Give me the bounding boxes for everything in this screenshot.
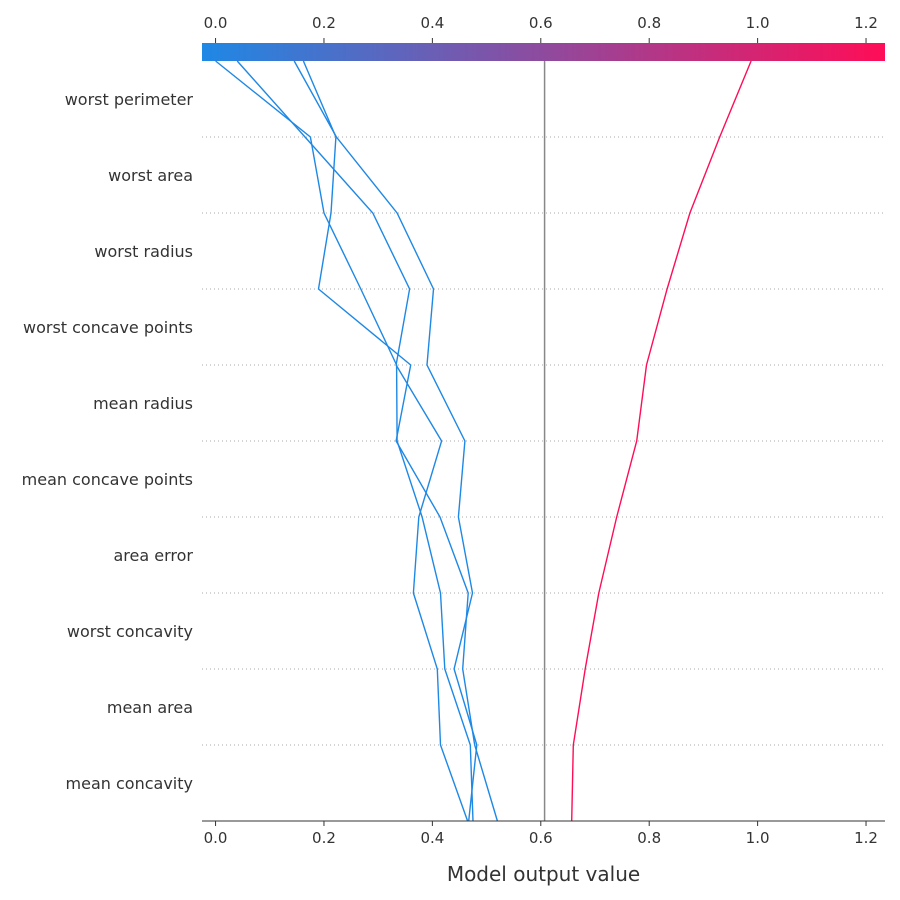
- top-tick-label: 0.0: [204, 14, 228, 32]
- feature-label: mean concave points: [22, 470, 193, 489]
- bottom-tick-label: 1.0: [746, 829, 770, 847]
- bottom-tick-label: 0.8: [637, 829, 661, 847]
- feature-gridlines: [202, 136, 885, 746]
- decision-line-4: [236, 60, 469, 822]
- feature-label: worst concave points: [23, 318, 193, 337]
- top-tick-label: 1.2: [854, 14, 878, 32]
- top-axis: 0.0 0.2 0.4 0.6 0.8 1.0 1.2: [204, 14, 878, 43]
- bottom-tick-label: 1.2: [854, 829, 878, 847]
- decision-lines: [215, 60, 752, 822]
- top-tick-label: 0.2: [312, 14, 336, 32]
- feature-label: mean area: [107, 698, 193, 717]
- decision-line-3: [293, 60, 478, 822]
- feature-labels: worst perimeter worst area worst radius wor…: [22, 90, 194, 793]
- feature-label: worst radius: [94, 242, 193, 261]
- decision-line-1: [302, 60, 499, 822]
- decision-line-2: [215, 60, 474, 822]
- feature-label: worst area: [108, 166, 193, 185]
- top-tick-label: 0.4: [420, 14, 444, 32]
- bottom-tick-label: 0.0: [204, 829, 228, 847]
- colorbar: [202, 43, 885, 61]
- bottom-axis: 0.0 0.2 0.4 0.6 0.8 1.0 1.2: [204, 821, 878, 847]
- feature-label: area error: [114, 546, 194, 565]
- bottom-tick-label: 0.4: [420, 829, 444, 847]
- decision-line-5: [571, 60, 752, 822]
- bottom-tick-label: 0.2: [312, 829, 336, 847]
- bottom-tick-label: 0.6: [529, 829, 553, 847]
- feature-label: worst concavity: [67, 622, 193, 641]
- top-tick-label: 0.8: [637, 14, 661, 32]
- feature-label: mean concavity: [66, 774, 193, 793]
- feature-label: mean radius: [93, 394, 193, 413]
- top-tick-label: 1.0: [746, 14, 770, 32]
- feature-label: worst perimeter: [65, 90, 194, 109]
- x-axis-label: Model output value: [447, 862, 640, 886]
- top-tick-label: 0.6: [529, 14, 553, 32]
